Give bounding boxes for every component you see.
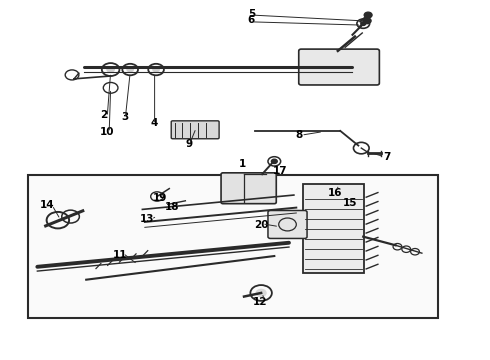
Text: 20: 20 — [254, 220, 269, 230]
Text: 8: 8 — [295, 130, 302, 140]
Text: 15: 15 — [343, 198, 357, 208]
Circle shape — [363, 18, 371, 24]
Circle shape — [106, 66, 115, 73]
Text: 3: 3 — [122, 112, 129, 122]
FancyBboxPatch shape — [268, 211, 307, 238]
Text: 9: 9 — [185, 139, 193, 149]
FancyBboxPatch shape — [171, 121, 219, 139]
Circle shape — [361, 22, 366, 26]
Text: 6: 6 — [248, 15, 255, 26]
Text: 11: 11 — [113, 250, 128, 260]
Text: 7: 7 — [383, 152, 391, 162]
Circle shape — [126, 67, 134, 72]
FancyBboxPatch shape — [221, 173, 276, 204]
Text: 12: 12 — [252, 297, 267, 307]
FancyBboxPatch shape — [299, 49, 379, 85]
Text: 14: 14 — [40, 200, 54, 210]
Text: 16: 16 — [328, 188, 343, 198]
Circle shape — [271, 159, 277, 163]
Bar — [27, 175, 438, 318]
Text: 5: 5 — [248, 9, 255, 19]
Text: 19: 19 — [153, 193, 167, 203]
Text: 10: 10 — [100, 127, 115, 136]
Text: 1: 1 — [239, 159, 246, 169]
Text: 17: 17 — [273, 166, 288, 176]
Circle shape — [152, 67, 160, 72]
Text: 13: 13 — [140, 215, 154, 224]
Circle shape — [364, 12, 372, 18]
Text: 18: 18 — [165, 202, 179, 212]
Bar — [303, 184, 364, 273]
Circle shape — [256, 289, 266, 297]
Text: 4: 4 — [151, 118, 158, 128]
Text: 2: 2 — [99, 111, 107, 121]
